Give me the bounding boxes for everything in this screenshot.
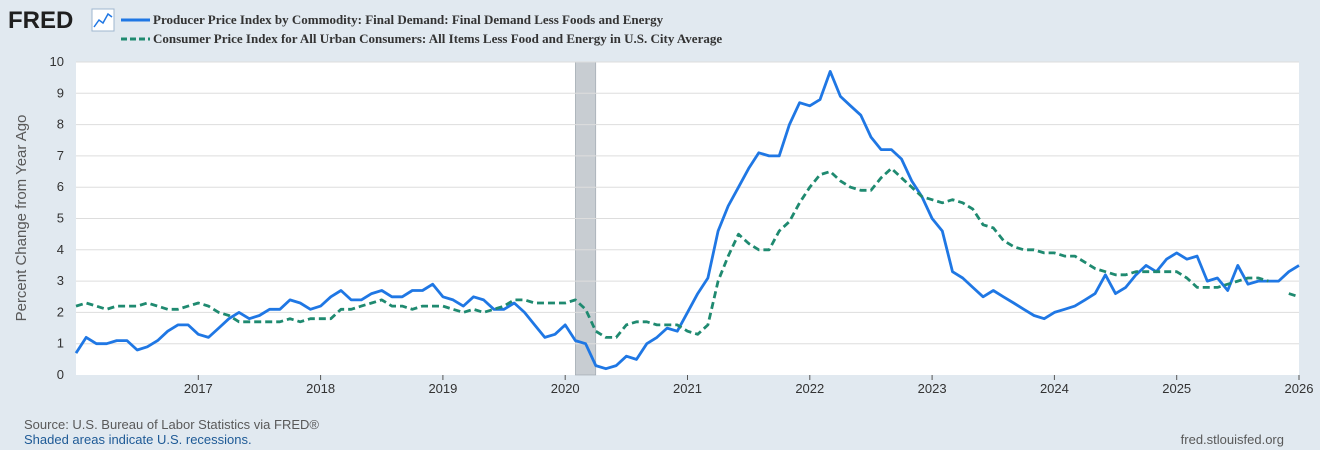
grid-lines xyxy=(76,61,1299,345)
y-tick-label: 6 xyxy=(57,179,64,194)
y-tick-label: 0 xyxy=(57,367,64,382)
fred-logo[interactable]: FRED xyxy=(8,7,115,34)
x-tick-label: 2022 xyxy=(795,381,824,396)
y-tick-label: 2 xyxy=(57,304,64,319)
x-axis-ticks: 2017 2018 2019 2020 2021 2022 2023 2024 2025 2026 xyxy=(184,375,1314,396)
x-tick-label: 2023 xyxy=(918,381,947,396)
y-tick-label: 7 xyxy=(57,148,64,163)
x-tick-label: 2026 xyxy=(1285,381,1314,396)
x-tick-label: 2018 xyxy=(306,381,335,396)
x-tick-label: 2017 xyxy=(184,381,213,396)
legend-label-ppi: Producer Price Index by Commodity: Final… xyxy=(153,12,664,27)
legend: Producer Price Index by Commodity: Final… xyxy=(121,12,722,46)
x-tick-label: 2019 xyxy=(428,381,457,396)
x-tick-label: 2024 xyxy=(1040,381,1069,396)
x-tick-label: 2021 xyxy=(673,381,702,396)
y-axis-ticks: 0 1 2 3 4 5 6 7 8 9 10 xyxy=(50,54,64,382)
y-tick-label: 4 xyxy=(57,242,64,257)
series-line-ppi[interactable] xyxy=(74,70,1300,371)
y-tick-label: 3 xyxy=(57,273,64,288)
y-tick-label: 8 xyxy=(57,117,64,132)
series-lines xyxy=(74,70,1300,371)
line-chart-icon xyxy=(91,8,115,32)
fred-wordmark[interactable]: FRED xyxy=(8,7,73,34)
y-tick-label: 1 xyxy=(57,336,64,351)
y-tick-label: 9 xyxy=(57,85,64,100)
x-tick-label: 2025 xyxy=(1162,381,1191,396)
y-tick-label: 10 xyxy=(50,54,64,69)
fred-url-link[interactable]: fred.stlouisfed.org xyxy=(1180,432,1284,447)
recession-note-link[interactable]: Shaded areas indicate U.S. recessions. xyxy=(24,432,252,447)
y-axis-label: Percent Change from Year Ago xyxy=(13,115,30,322)
y-tick-label: 5 xyxy=(57,211,64,226)
x-tick-label: 2020 xyxy=(551,381,580,396)
legend-label-cpi: Consumer Price Index for All Urban Consu… xyxy=(153,31,722,46)
series-line-cpi[interactable] xyxy=(75,167,1300,339)
source-note: Source: U.S. Bureau of Labor Statistics … xyxy=(24,417,319,432)
